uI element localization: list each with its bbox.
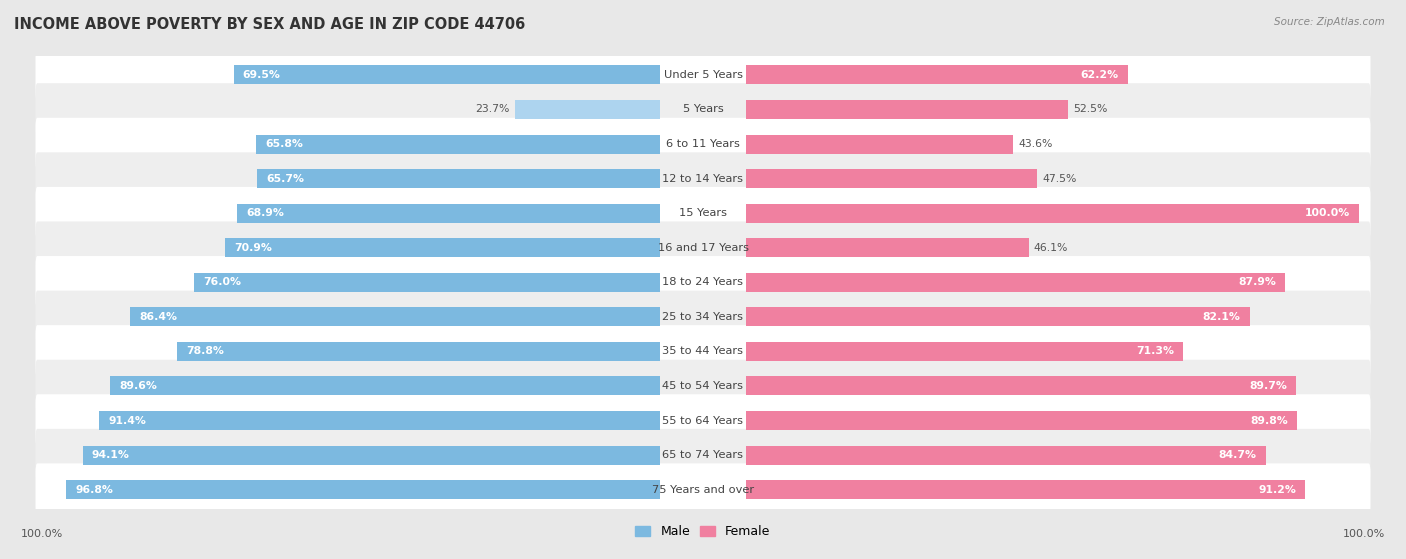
Bar — [257, 169, 659, 188]
Text: 70.9%: 70.9% — [235, 243, 273, 253]
FancyBboxPatch shape — [35, 325, 1371, 378]
Text: 6 to 11 Years: 6 to 11 Years — [666, 139, 740, 149]
Text: Under 5 Years: Under 5 Years — [664, 70, 742, 80]
Text: 68.9%: 68.9% — [246, 208, 284, 218]
Text: 82.1%: 82.1% — [1202, 312, 1240, 322]
Text: 91.2%: 91.2% — [1258, 485, 1296, 495]
Text: 100.0%: 100.0% — [1343, 529, 1385, 539]
Text: 55 to 64 Years: 55 to 64 Years — [662, 415, 744, 425]
Bar — [129, 307, 659, 326]
Text: 71.3%: 71.3% — [1136, 347, 1174, 357]
Text: 45 to 54 Years: 45 to 54 Years — [662, 381, 744, 391]
Bar — [747, 169, 1038, 188]
FancyBboxPatch shape — [35, 49, 1371, 101]
Text: 23.7%: 23.7% — [475, 105, 510, 115]
Text: 78.8%: 78.8% — [186, 347, 224, 357]
Text: 65.8%: 65.8% — [266, 139, 304, 149]
Bar — [747, 446, 1265, 465]
Bar — [515, 100, 659, 119]
FancyBboxPatch shape — [35, 83, 1371, 136]
Text: 87.9%: 87.9% — [1239, 277, 1277, 287]
Text: 15 Years: 15 Years — [679, 208, 727, 218]
Text: Source: ZipAtlas.com: Source: ZipAtlas.com — [1274, 17, 1385, 27]
Text: 65.7%: 65.7% — [266, 174, 304, 183]
Bar — [256, 135, 659, 154]
FancyBboxPatch shape — [35, 394, 1371, 447]
Bar — [177, 342, 659, 361]
Text: 5 Years: 5 Years — [683, 105, 723, 115]
FancyBboxPatch shape — [35, 463, 1371, 516]
Bar — [100, 411, 659, 430]
Text: 16 and 17 Years: 16 and 17 Years — [658, 243, 748, 253]
Text: 100.0%: 100.0% — [21, 529, 63, 539]
FancyBboxPatch shape — [35, 118, 1371, 170]
FancyBboxPatch shape — [35, 187, 1371, 239]
Text: 89.8%: 89.8% — [1250, 415, 1288, 425]
Bar — [747, 411, 1296, 430]
Text: 69.5%: 69.5% — [243, 70, 281, 80]
Bar — [238, 203, 659, 222]
Text: 94.1%: 94.1% — [91, 450, 129, 460]
Bar — [747, 100, 1069, 119]
Bar — [747, 238, 1029, 257]
Bar — [747, 135, 1014, 154]
Legend: Male, Female: Male, Female — [630, 520, 776, 543]
Bar — [747, 480, 1306, 499]
Text: 84.7%: 84.7% — [1219, 450, 1257, 460]
Text: 100.0%: 100.0% — [1305, 208, 1350, 218]
Text: 62.2%: 62.2% — [1080, 70, 1118, 80]
Text: 52.5%: 52.5% — [1073, 105, 1108, 115]
Bar — [747, 307, 1250, 326]
Text: 96.8%: 96.8% — [76, 485, 114, 495]
FancyBboxPatch shape — [35, 291, 1371, 343]
Bar — [194, 273, 659, 292]
Text: 46.1%: 46.1% — [1033, 243, 1069, 253]
Bar — [110, 376, 659, 396]
Text: 75 Years and over: 75 Years and over — [652, 485, 754, 495]
FancyBboxPatch shape — [35, 221, 1371, 274]
Text: 35 to 44 Years: 35 to 44 Years — [662, 347, 744, 357]
Text: 89.6%: 89.6% — [120, 381, 157, 391]
Bar — [233, 65, 659, 84]
Text: 18 to 24 Years: 18 to 24 Years — [662, 277, 744, 287]
Text: 76.0%: 76.0% — [202, 277, 240, 287]
Bar — [747, 273, 1285, 292]
Text: 89.7%: 89.7% — [1249, 381, 1286, 391]
Bar — [747, 65, 1128, 84]
FancyBboxPatch shape — [35, 429, 1371, 481]
Text: INCOME ABOVE POVERTY BY SEX AND AGE IN ZIP CODE 44706: INCOME ABOVE POVERTY BY SEX AND AGE IN Z… — [14, 17, 526, 32]
Bar — [225, 238, 659, 257]
Bar — [83, 446, 659, 465]
Text: 25 to 34 Years: 25 to 34 Years — [662, 312, 744, 322]
FancyBboxPatch shape — [35, 256, 1371, 309]
FancyBboxPatch shape — [35, 153, 1371, 205]
Text: 12 to 14 Years: 12 to 14 Years — [662, 174, 744, 183]
Bar — [747, 376, 1296, 396]
Text: 91.4%: 91.4% — [108, 415, 146, 425]
FancyBboxPatch shape — [35, 360, 1371, 412]
Bar — [747, 203, 1360, 222]
Text: 86.4%: 86.4% — [139, 312, 177, 322]
Text: 43.6%: 43.6% — [1018, 139, 1053, 149]
Bar — [66, 480, 659, 499]
Text: 65 to 74 Years: 65 to 74 Years — [662, 450, 744, 460]
Text: 47.5%: 47.5% — [1042, 174, 1077, 183]
Bar — [747, 342, 1184, 361]
